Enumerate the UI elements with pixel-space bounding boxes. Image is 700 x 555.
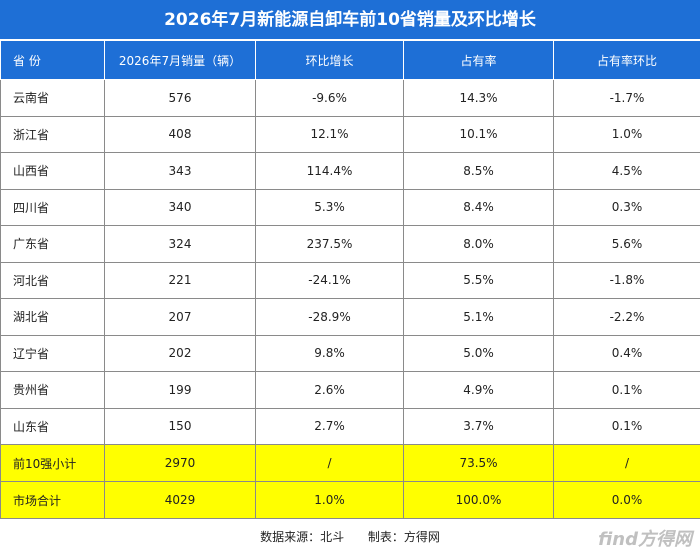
cell: 8.4%	[403, 188, 554, 226]
cell: 浙江省	[0, 115, 105, 153]
cell: 四川省	[0, 188, 105, 226]
data-row: 山西省 343 114.4% 8.5% 4.5%	[0, 152, 700, 190]
watermark: find方得网	[598, 529, 692, 550]
cell: 1.0%	[553, 115, 700, 153]
total-cell: 市场合计	[0, 481, 105, 519]
cell: 山西省	[0, 152, 105, 190]
cell: 5.6%	[553, 225, 700, 263]
total-cell: 4029	[104, 481, 256, 519]
cell: 8.0%	[403, 225, 554, 263]
cell: -1.7%	[553, 79, 700, 117]
cell: 4.5%	[553, 152, 700, 190]
data-row: 山东省 150 2.7% 3.7% 0.1%	[0, 407, 700, 445]
cell: 贵州省	[0, 371, 105, 409]
header-cell: 占有率	[403, 40, 554, 80]
data-row: 浙江省 408 12.1% 10.1% 1.0%	[0, 115, 700, 153]
cell: 5.1%	[403, 298, 554, 336]
cell: 4.9%	[403, 371, 554, 409]
total-cell: 前10强小计	[0, 444, 105, 482]
cell: 14.3%	[403, 79, 554, 117]
cell: 343	[104, 152, 256, 190]
cell: 湖北省	[0, 298, 105, 336]
cell: 河北省	[0, 261, 105, 299]
header-cell: 2026年7月销量（辆）	[104, 40, 256, 80]
cell: 340	[104, 188, 256, 226]
cell: 0.3%	[553, 188, 700, 226]
footer: 数据来源：北斗 制表：方得网	[0, 519, 700, 555]
cell: 2.7%	[255, 407, 404, 445]
cell: 0.1%	[553, 371, 700, 409]
cell: 221	[104, 261, 256, 299]
cell: 5.5%	[403, 261, 554, 299]
header-cell: 省 份	[0, 40, 105, 80]
data-row: 四川省 340 5.3% 8.4% 0.3%	[0, 188, 700, 226]
cell: -1.8%	[553, 261, 700, 299]
source-note: 数据来源：北斗	[260, 530, 345, 544]
cell: 山东省	[0, 407, 105, 445]
data-row: 辽宁省 202 9.8% 5.0% 0.4%	[0, 334, 700, 372]
total-cell: /	[255, 444, 404, 482]
cell: 5.3%	[255, 188, 404, 226]
data-row: 河北省 221 -24.1% 5.5% -1.8%	[0, 261, 700, 299]
header-row: 省 份 2026年7月销量（辆） 环比增长 占有率 占有率环比	[0, 40, 700, 80]
total-cell: 0.0%	[553, 481, 700, 519]
total-cell: 73.5%	[403, 444, 554, 482]
cell: 202	[104, 334, 256, 372]
cell: 云南省	[0, 79, 105, 117]
cell: 辽宁省	[0, 334, 105, 372]
cell: -2.2%	[553, 298, 700, 336]
cell: 3.7%	[403, 407, 554, 445]
data-row: 贵州省 199 2.6% 4.9% 0.1%	[0, 371, 700, 409]
data-row: 云南省 576 -9.6% 14.3% -1.7%	[0, 79, 700, 117]
cell: -28.9%	[255, 298, 404, 336]
cell: 114.4%	[255, 152, 404, 190]
cell: 150	[104, 407, 256, 445]
cell: 0.4%	[553, 334, 700, 372]
cell: 10.1%	[403, 115, 554, 153]
data-row: 广东省 324 237.5% 8.0% 5.6%	[0, 225, 700, 263]
cell: 12.1%	[255, 115, 404, 153]
data-row: 湖北省 207 -28.9% 5.1% -2.2%	[0, 298, 700, 336]
cell: -24.1%	[255, 261, 404, 299]
cell: 207	[104, 298, 256, 336]
cell: 9.8%	[255, 334, 404, 372]
cell: 2.6%	[255, 371, 404, 409]
total-cell: 2970	[104, 444, 256, 482]
cell: 324	[104, 225, 256, 263]
table-body: 省 份 2026年7月销量（辆） 环比增长 占有率 占有率环比 云南省 576 -9.6% 14…	[0, 40, 700, 519]
cell: 0.1%	[553, 407, 700, 445]
total-cell: 100.0%	[403, 481, 554, 519]
cell: 576	[104, 79, 256, 117]
maker-note: 制表：方得网	[367, 530, 440, 544]
cell: 408	[104, 115, 256, 153]
total-row: 前10强小计 2970/73.5% /	[0, 444, 700, 482]
header-cell: 环比增长	[255, 40, 404, 80]
cell: 8.5%	[403, 152, 554, 190]
total-row: 市场合计 4029 1.0% 100.0% 0.0%	[0, 481, 700, 519]
data-table: 省 份 2026年7月销量（辆） 环比增长 占有率 占有率环比 云南省 576 -9.6% 14…	[0, 40, 700, 519]
cell: -9.6%	[255, 79, 404, 117]
cell: 237.5%	[255, 225, 404, 263]
cell: 广东省	[0, 225, 105, 263]
cell: 5.0%	[403, 334, 554, 372]
table-title: 2026年7月新能源自卸车前10省销量及环比增长	[0, 0, 700, 40]
total-cell: 1.0%	[255, 481, 404, 519]
total-cell: /	[553, 444, 700, 482]
cell: 199	[104, 371, 256, 409]
header-cell: 占有率环比	[553, 40, 700, 80]
